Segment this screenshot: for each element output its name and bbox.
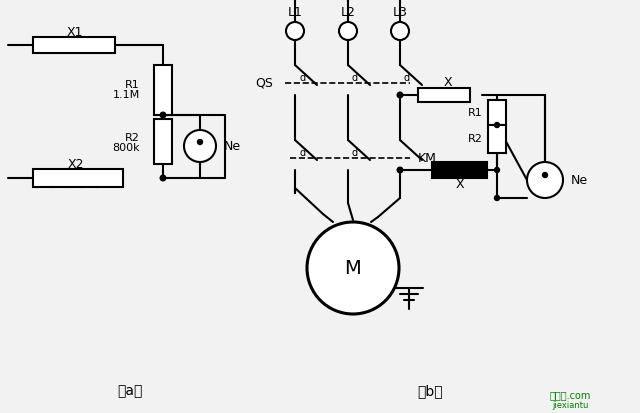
Text: R2: R2 — [468, 134, 483, 144]
Text: d: d — [352, 148, 358, 158]
Text: QS: QS — [255, 76, 273, 90]
Circle shape — [339, 22, 357, 40]
Circle shape — [160, 175, 166, 181]
Circle shape — [160, 112, 166, 118]
Circle shape — [397, 167, 403, 173]
Bar — [154, 65, 172, 115]
Bar — [33, 37, 115, 53]
Text: （a）: （a） — [117, 384, 143, 398]
Text: R2: R2 — [125, 133, 140, 143]
Bar — [488, 125, 506, 153]
Text: KM: KM — [418, 152, 437, 164]
Bar — [33, 169, 123, 187]
Text: R1: R1 — [125, 80, 140, 90]
Text: L1: L1 — [287, 5, 303, 19]
Text: X: X — [456, 178, 464, 192]
Circle shape — [495, 123, 499, 128]
Text: d: d — [299, 73, 305, 83]
Text: M: M — [344, 259, 362, 278]
Circle shape — [307, 222, 399, 314]
Circle shape — [397, 92, 403, 98]
Bar — [418, 88, 470, 102]
Text: d: d — [299, 148, 305, 158]
Text: （b）: （b） — [417, 384, 443, 398]
Text: Ne: Ne — [571, 173, 588, 187]
Text: L3: L3 — [392, 5, 408, 19]
Circle shape — [495, 195, 499, 200]
Text: 1.1M: 1.1M — [113, 90, 140, 100]
Circle shape — [527, 162, 563, 198]
Circle shape — [198, 140, 202, 145]
Text: L2: L2 — [340, 5, 355, 19]
Text: R1: R1 — [468, 107, 483, 118]
Text: 接线图.com: 接线图.com — [549, 390, 591, 400]
Text: X1: X1 — [67, 26, 83, 40]
Circle shape — [543, 173, 547, 178]
Circle shape — [391, 22, 409, 40]
Text: X: X — [444, 76, 452, 90]
Text: 800k: 800k — [113, 143, 140, 153]
Bar — [432, 162, 487, 178]
Circle shape — [286, 22, 304, 40]
Circle shape — [184, 130, 216, 162]
Text: X2: X2 — [68, 159, 84, 171]
Text: d: d — [352, 73, 358, 83]
Bar — [488, 100, 506, 125]
Circle shape — [495, 168, 499, 173]
Text: Ne: Ne — [224, 140, 241, 152]
Text: d: d — [404, 73, 410, 83]
Text: jiexiantu: jiexiantu — [552, 401, 588, 410]
Bar — [154, 119, 172, 164]
